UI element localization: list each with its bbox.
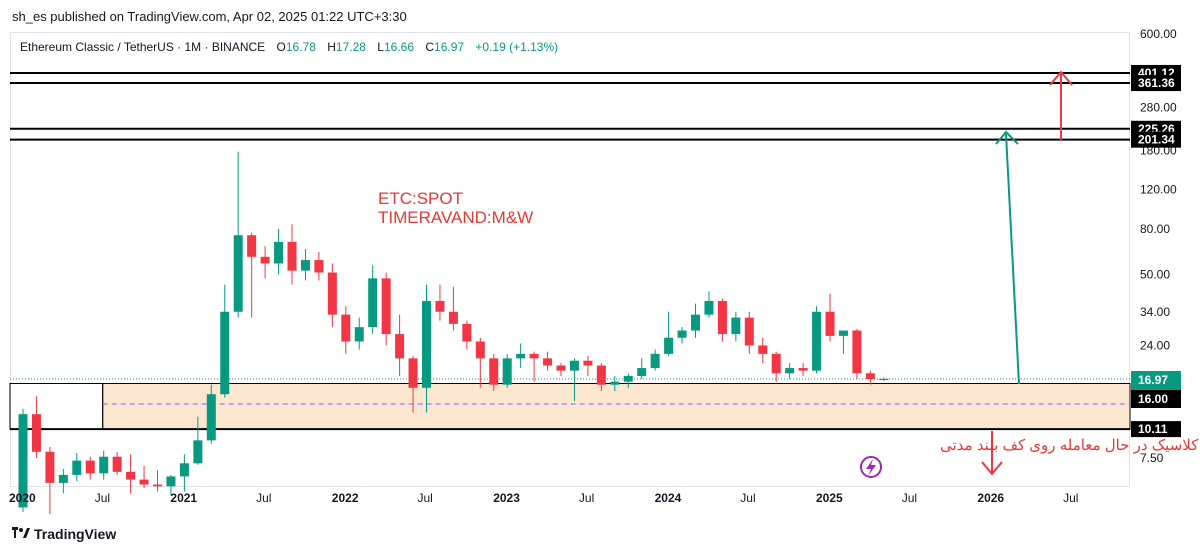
close-value: 16.97 bbox=[434, 40, 464, 54]
x-tick-label: 2021 bbox=[170, 491, 197, 505]
change-value: +0.19 (+1.13%) bbox=[475, 40, 558, 54]
x-tick-label: 2020 bbox=[9, 491, 36, 505]
y-tick-label: 50.00 bbox=[1140, 267, 1170, 281]
current-price-label-bg bbox=[1131, 371, 1181, 403]
level-price-label: 361.36 bbox=[1138, 76, 1175, 90]
y-tick-label: 80.00 bbox=[1140, 222, 1170, 236]
current-price-label: 16.97 bbox=[1138, 373, 1168, 387]
symbol-legend: Ethereum Classic / TetherUS · 1M · BINAN… bbox=[20, 40, 558, 54]
high-value: 17.28 bbox=[336, 40, 366, 54]
low-label: L bbox=[377, 40, 384, 54]
open-value: 16.78 bbox=[286, 40, 316, 54]
publisher-caption: sh_es published on TradingView.com, Apr … bbox=[12, 9, 407, 24]
support-price-label: 16.00 bbox=[1138, 392, 1168, 406]
x-tick-label: Jul bbox=[740, 491, 755, 505]
close-label: C bbox=[425, 40, 434, 54]
level-price-label-bg bbox=[1131, 132, 1181, 148]
x-tick-label: Jul bbox=[902, 491, 917, 505]
level-price-label: 10.11 bbox=[1138, 422, 1168, 436]
x-tick-label: 2023 bbox=[493, 491, 520, 505]
x-tick-label: 2025 bbox=[816, 491, 843, 505]
y-tick-label: 24.00 bbox=[1140, 338, 1170, 352]
level-price-label: 225.26 bbox=[1138, 122, 1175, 136]
open-label: O bbox=[277, 40, 286, 54]
tradingview-mark-icon bbox=[12, 526, 30, 542]
x-tick-label: Jul bbox=[418, 491, 433, 505]
level-price-label-bg bbox=[1131, 121, 1181, 137]
y-tick-label: 120.00 bbox=[1140, 183, 1177, 197]
y-tick-label: 34.00 bbox=[1140, 305, 1170, 319]
symbol-name: Ethereum Classic / TetherUS · 1M · BINAN… bbox=[20, 40, 265, 54]
chart-frame bbox=[10, 32, 1130, 487]
x-tick-label: 2026 bbox=[977, 491, 1004, 505]
level-price-label-bg bbox=[1131, 65, 1181, 81]
tradingview-brand: TradingView bbox=[34, 526, 116, 542]
x-tick-label: 2022 bbox=[332, 491, 359, 505]
level-price-label-bg bbox=[1131, 75, 1181, 91]
level-price-label: 201.34 bbox=[1138, 133, 1175, 147]
high-label: H bbox=[327, 40, 336, 54]
tradingview-logo[interactable]: TradingView bbox=[12, 526, 116, 542]
low-value: 16.66 bbox=[384, 40, 414, 54]
level-price-label-bg bbox=[1131, 421, 1181, 437]
y-tick-label: 280.00 bbox=[1140, 101, 1177, 115]
y-tick-label: 180.00 bbox=[1140, 143, 1177, 157]
x-tick-label: 2024 bbox=[655, 491, 682, 505]
y-tick-label: 7.50 bbox=[1140, 451, 1164, 465]
countdown-label: 29d 3h bbox=[1138, 390, 1172, 402]
support-price-label-bg bbox=[1131, 390, 1181, 408]
x-tick-label: Jul bbox=[1063, 491, 1078, 505]
level-price-label: 401.12 bbox=[1138, 66, 1175, 80]
x-tick-label: Jul bbox=[95, 491, 110, 505]
x-tick-label: Jul bbox=[256, 491, 271, 505]
x-tick-label: Jul bbox=[579, 491, 594, 505]
y-tick-label: 600.00 bbox=[1140, 27, 1177, 41]
